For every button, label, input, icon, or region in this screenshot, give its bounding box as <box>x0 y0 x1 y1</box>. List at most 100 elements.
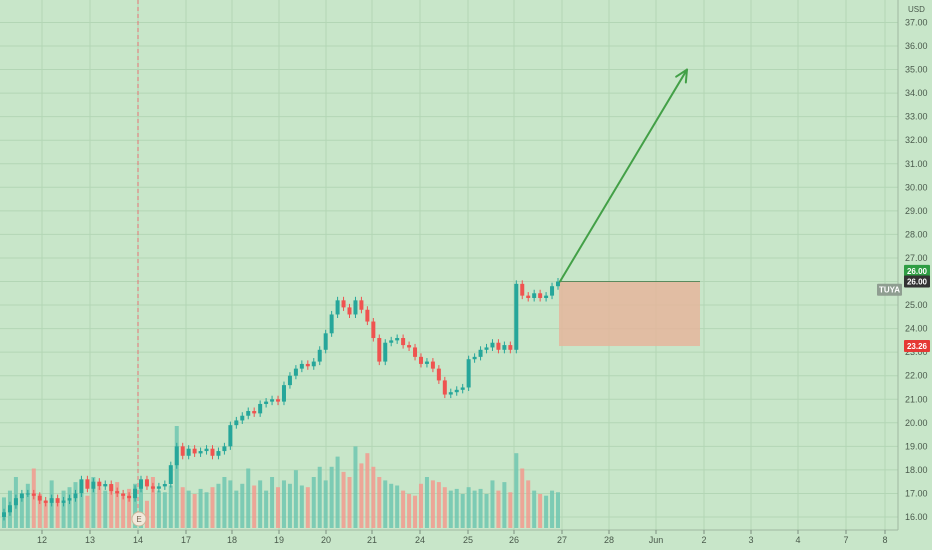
volume-bar <box>353 446 358 528</box>
candle-body <box>407 345 412 348</box>
candle-body <box>544 295 549 298</box>
volume-bar <box>508 492 513 528</box>
candle-body <box>246 411 251 416</box>
candle-body <box>73 493 78 499</box>
price-tick-label: 24.00 <box>905 324 928 334</box>
time-tick-label: 8 <box>882 535 887 545</box>
volume-bars <box>2 426 560 528</box>
volume-bar <box>43 500 48 528</box>
candle-body <box>144 479 149 487</box>
candle-body <box>55 498 60 503</box>
candle-body <box>49 498 54 503</box>
candle-body <box>556 281 560 287</box>
time-tick-label: 13 <box>85 535 95 545</box>
volume-bar <box>401 490 406 528</box>
candle-body <box>150 486 155 489</box>
volume-bar <box>246 468 251 528</box>
candle-body <box>359 300 364 310</box>
candle-body <box>401 338 406 346</box>
time-axis[interactable]: 12 13 14 17 18 19 20 21 24 25 26 27 28 Jun 2 3 4 7 8 <box>37 530 888 545</box>
candle-body <box>484 347 489 350</box>
volume-bar <box>264 490 269 528</box>
candle-body <box>317 349 322 362</box>
time-tick-label: 18 <box>227 535 237 545</box>
volume-bar <box>323 480 328 528</box>
time-tick-label: 7 <box>843 535 848 545</box>
earnings-marker-circle <box>131 511 147 527</box>
candle-body <box>222 446 227 452</box>
candle-body <box>37 495 42 501</box>
volume-bar <box>139 483 144 528</box>
candle-body <box>258 403 263 414</box>
price-tick-label: 29.00 <box>905 206 928 216</box>
volume-bar <box>490 480 495 528</box>
stop-loss-zone[interactable] <box>559 281 700 347</box>
candle-body <box>430 361 435 369</box>
volume-bar <box>281 480 286 528</box>
price-tick-label: 18.00 <box>905 465 928 475</box>
volume-bar <box>73 482 78 528</box>
currency-label: USD <box>908 5 925 14</box>
candle-body <box>31 493 36 496</box>
earnings-marker[interactable]: E <box>131 511 147 527</box>
candle-body <box>139 479 144 489</box>
price-tick-label: 28.00 <box>905 229 928 239</box>
candle-body <box>335 300 340 315</box>
candle-body <box>347 307 352 315</box>
volume-bar <box>311 477 316 528</box>
volume-bar <box>109 485 114 528</box>
volume-bar <box>156 490 161 528</box>
trend-arrow-shaft <box>559 68 688 283</box>
candle-body <box>121 493 126 496</box>
volume-bar <box>532 490 537 528</box>
candle-body <box>91 481 96 489</box>
trend-arrow[interactable] <box>559 68 688 283</box>
stop-price-label: 23.26 <box>904 340 930 353</box>
candle-body <box>2 512 6 517</box>
volume-bar <box>192 494 197 528</box>
candle-body <box>532 293 537 298</box>
volume-bar <box>144 500 149 528</box>
volume-bar <box>61 490 66 528</box>
volume-bar <box>19 497 24 528</box>
volume-bar <box>270 477 275 528</box>
candle-body <box>508 345 513 350</box>
volume-bar <box>222 477 227 528</box>
candle-body <box>323 333 328 350</box>
volume-bar <box>484 494 489 528</box>
volume-bar <box>550 490 555 528</box>
volume-bar <box>186 490 191 528</box>
volume-bar <box>168 485 173 528</box>
volume-bar <box>424 477 429 528</box>
candle-body <box>79 479 84 494</box>
volume-bar <box>204 492 209 528</box>
symbol-price-label[interactable]: TUYA <box>877 283 902 296</box>
candle-body <box>204 448 209 452</box>
volume-bar <box>252 485 257 528</box>
volume-bar <box>335 456 340 528</box>
volume-bar <box>240 483 245 528</box>
volume-bar <box>210 487 215 528</box>
candle-body <box>198 451 203 454</box>
time-tick-label: 19 <box>274 535 284 545</box>
candle-body <box>293 368 298 376</box>
candle-body <box>413 347 418 357</box>
candle-body <box>67 498 72 501</box>
candle-body <box>270 399 275 402</box>
volume-bar <box>538 494 543 528</box>
volume-bar <box>466 487 471 528</box>
volume-bar <box>127 488 132 528</box>
candle-body <box>61 500 66 503</box>
chart-grid <box>0 0 899 531</box>
volume-bar <box>317 466 322 528</box>
candle-body <box>305 363 310 367</box>
candle-body <box>436 368 441 381</box>
current-price-bg <box>904 275 930 288</box>
volume-bar <box>514 453 519 528</box>
candle-body <box>538 293 543 298</box>
time-tick-label: 2 <box>701 535 706 545</box>
volume-bar <box>103 490 108 528</box>
volume-bar <box>216 483 221 528</box>
